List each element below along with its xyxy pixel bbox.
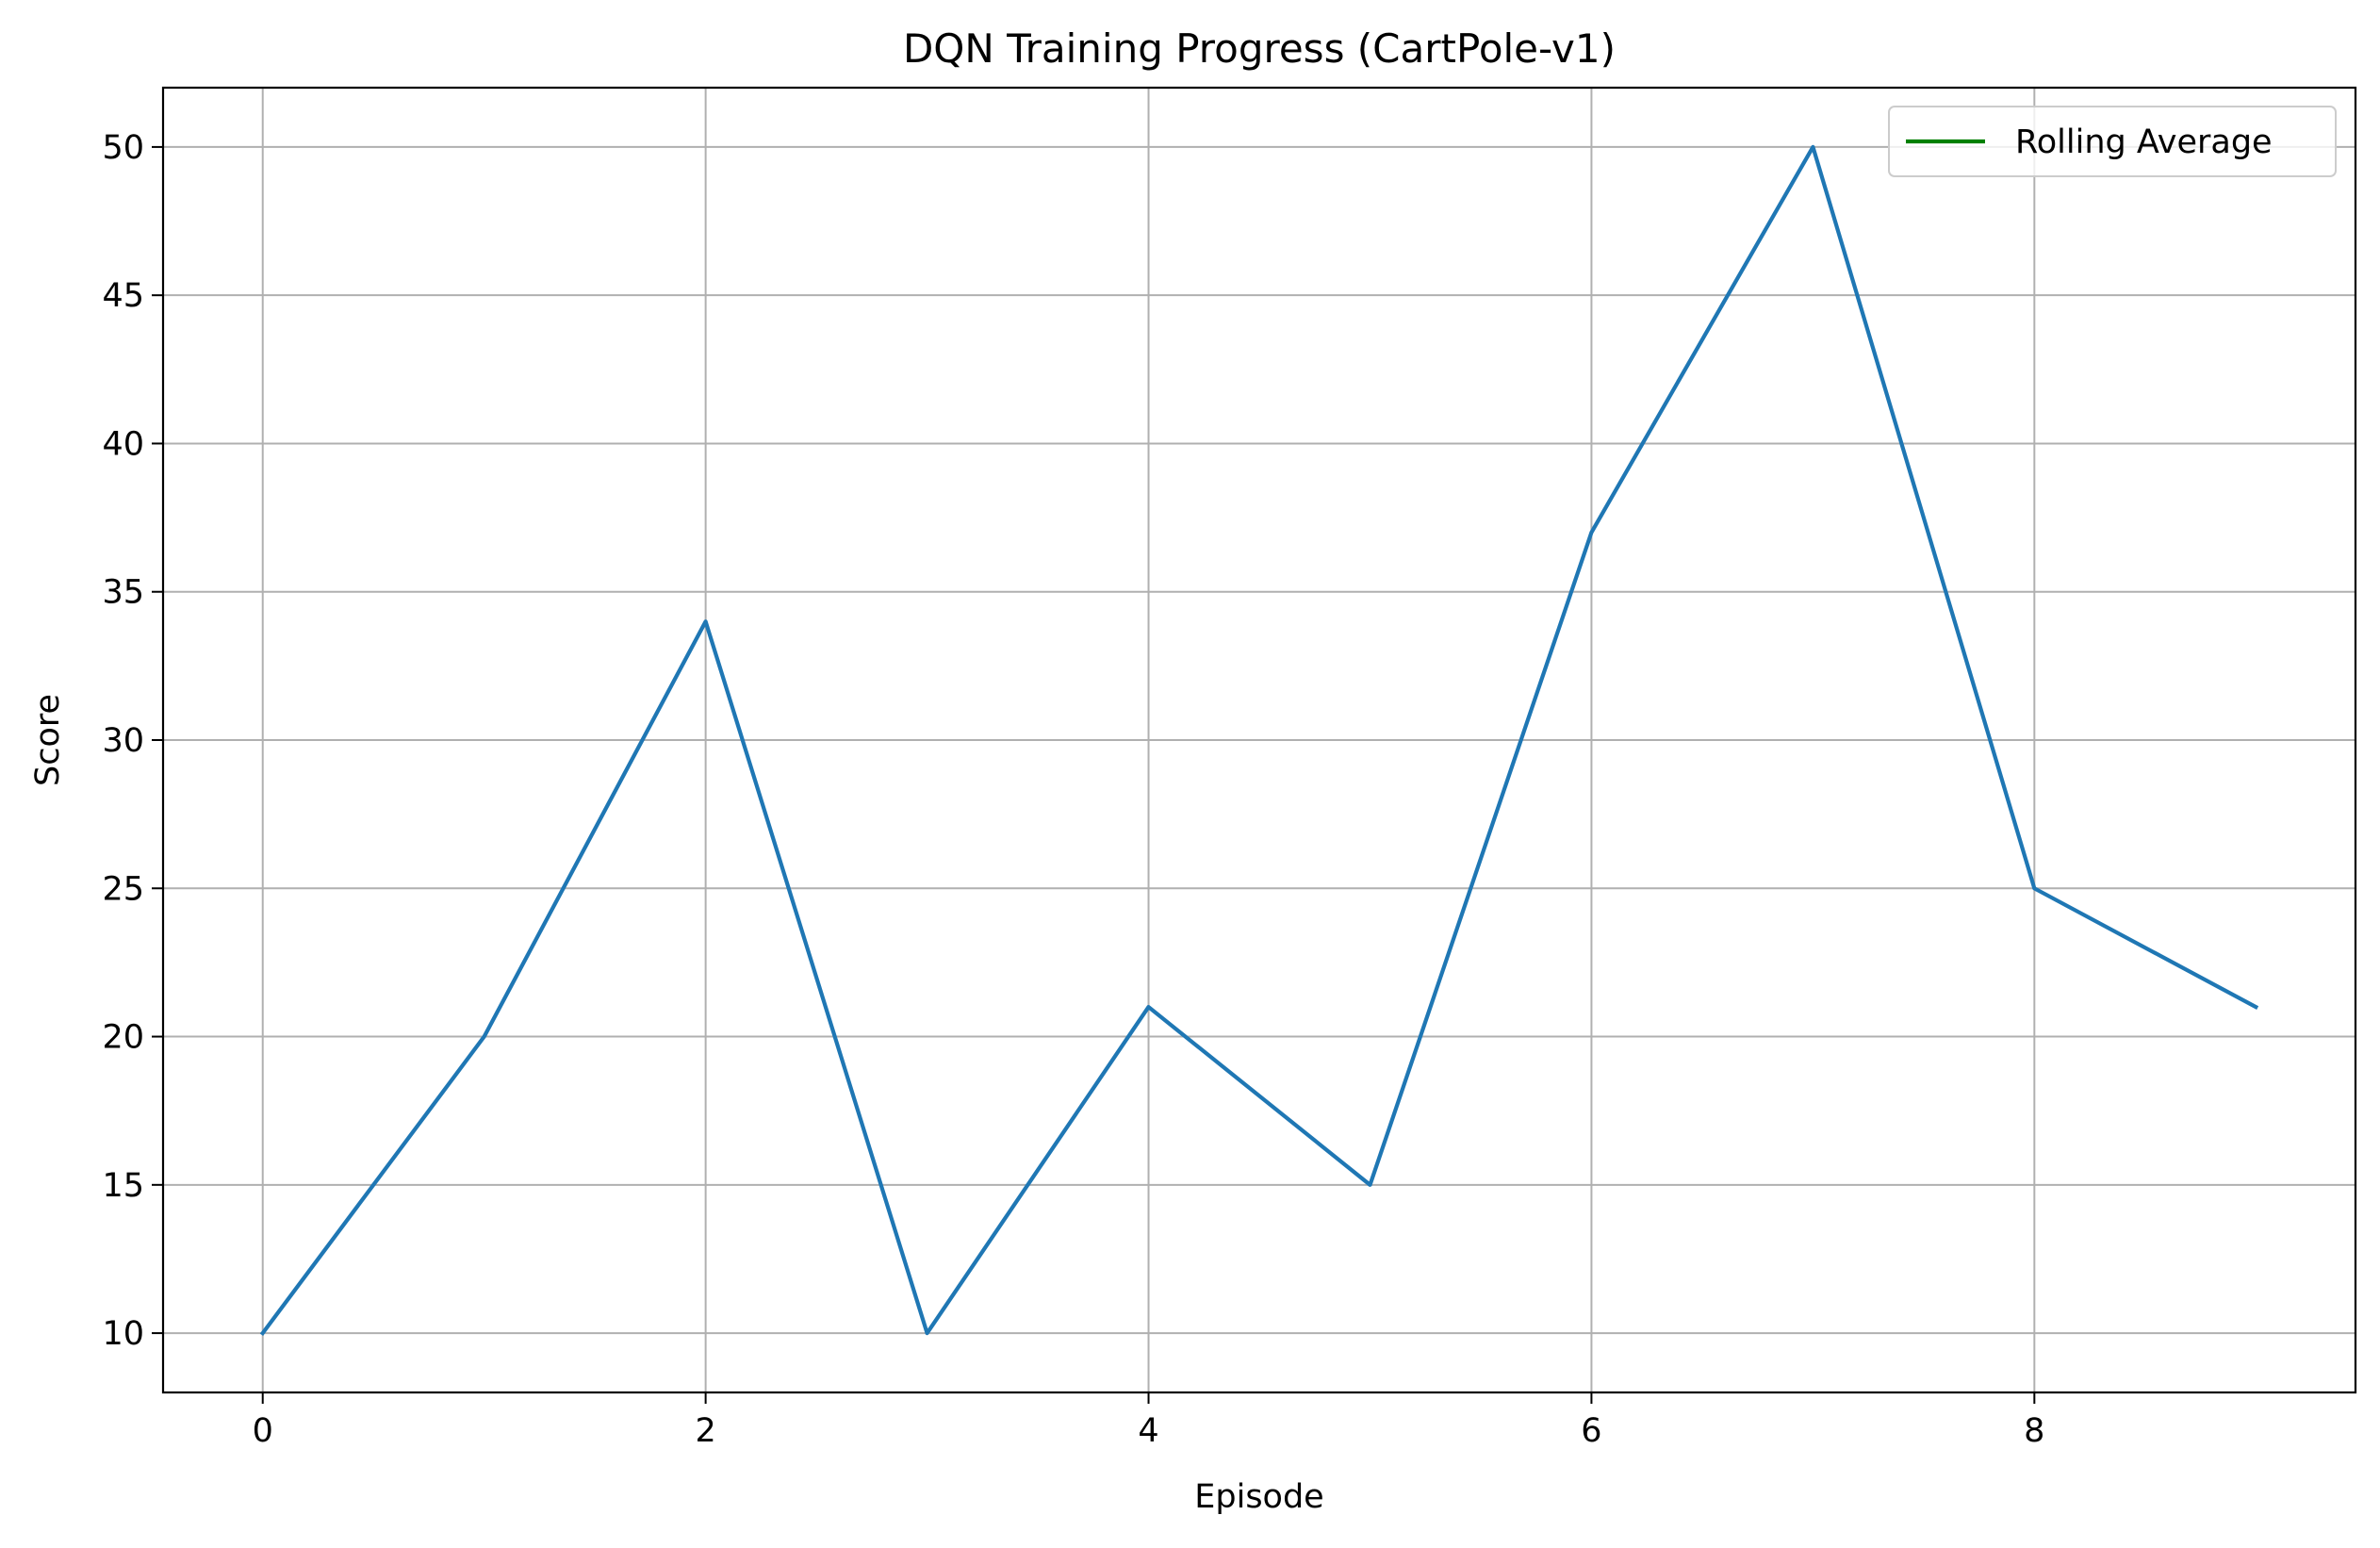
x-tick-label: 0 (253, 1412, 273, 1450)
y-tick-label: 50 (102, 129, 144, 167)
y-tick-label: 45 (102, 277, 144, 315)
y-tick-label: 25 (102, 870, 144, 908)
y-tick-label: 30 (102, 722, 144, 760)
x-tick-label: 2 (695, 1412, 715, 1450)
legend: Rolling Average (1889, 107, 2336, 176)
y-tick-label: 20 (102, 1019, 144, 1057)
x-tick-label: 6 (1581, 1412, 1601, 1450)
x-axis-label: Episode (1194, 1478, 1323, 1516)
y-tick-label: 10 (102, 1315, 144, 1353)
x-tick-label: 4 (1138, 1412, 1158, 1450)
chart-title: DQN Training Progress (CartPole-v1) (903, 25, 1616, 72)
y-tick-label: 40 (102, 425, 144, 463)
y-tick-label: 15 (102, 1167, 144, 1205)
y-axis-label: Score (29, 694, 67, 786)
x-tick-label: 8 (2024, 1412, 2044, 1450)
y-tick-label: 35 (102, 574, 144, 612)
legend-label: Rolling Average (2015, 124, 2273, 161)
